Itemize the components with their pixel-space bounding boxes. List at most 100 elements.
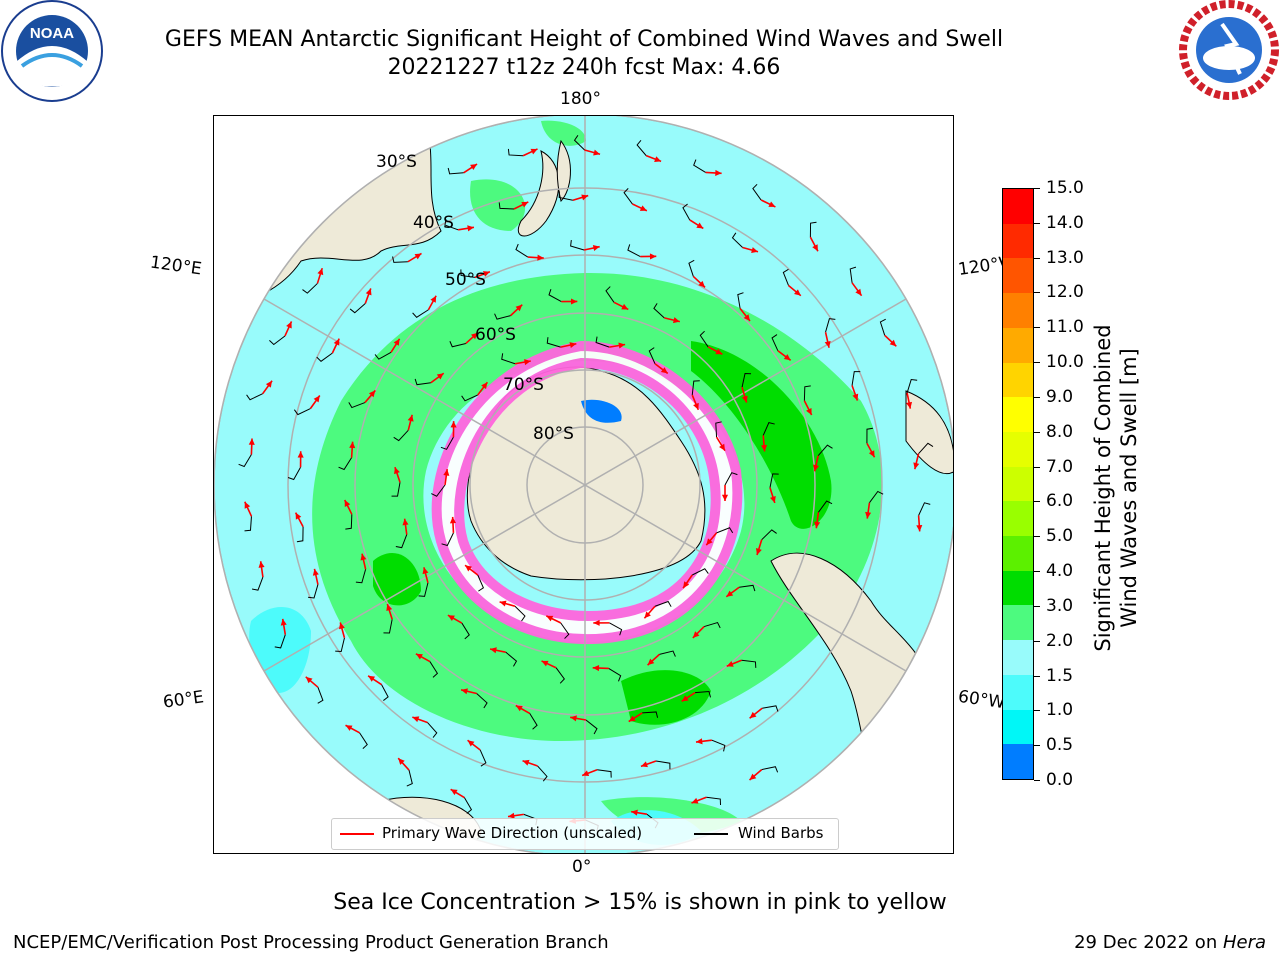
wind-barb: [463, 797, 473, 814]
wind-barb: [558, 191, 573, 201]
lat-label-40s: 40°S: [413, 213, 454, 233]
wind-barb: [692, 568, 709, 576]
wave-direction-arrowhead: [499, 600, 507, 607]
wave-direction-arrowhead: [368, 675, 376, 682]
wave-direction-arrowhead: [906, 401, 913, 409]
wind-barb: [851, 371, 861, 386]
colorbar-cell: [1003, 189, 1033, 224]
wave-direction-arrowhead: [649, 253, 657, 260]
wave-direction-arrowhead: [286, 321, 292, 329]
wave-direction-arrowhead: [443, 469, 450, 476]
wave-direction-arrowhead: [889, 339, 897, 347]
wave-direction-arrowhead: [806, 408, 812, 416]
legend-barb-label: Wind Barbs: [738, 824, 824, 842]
colorbar-cell: [1003, 397, 1033, 432]
colorbar-tick-mark: [1034, 466, 1040, 468]
colorbar-title: Significant Height of Combined Wind Wave…: [1090, 188, 1142, 788]
wave-direction-arrowhead: [244, 501, 251, 509]
wind-barb: [449, 341, 466, 348]
colorbar-tick-label: 11.0: [1046, 317, 1084, 338]
wind-barb: [477, 574, 485, 592]
wind-barb: [406, 769, 413, 787]
wave-direction-arrowhead: [726, 661, 734, 667]
wind-barb: [609, 622, 623, 636]
wave-direction-arrowhead: [749, 773, 757, 781]
wind-barb: [918, 502, 931, 516]
wave-direction-arrowhead: [280, 618, 287, 626]
wave-direction-arrowhead: [412, 716, 420, 723]
wave-direction-arrowhead: [258, 561, 265, 568]
colorbar-tick-label: 10.0: [1046, 352, 1084, 373]
wind-barb: [711, 739, 726, 752]
wave-direction-arrowhead: [333, 338, 340, 346]
wind-barb: [348, 402, 366, 409]
wind-barb: [338, 457, 353, 471]
wind-barb: [866, 427, 873, 444]
map-panel: Primary Wave Direction (unscaled) Wind B…: [213, 115, 954, 854]
wave-direction-arrowhead: [813, 464, 820, 472]
wind-barb: [648, 347, 656, 364]
wind-barb: [659, 650, 676, 657]
colorbar-tick-mark: [1034, 536, 1040, 538]
colorbar-tick-label: 14.0: [1046, 212, 1084, 233]
wave-direction-arrowhead: [812, 244, 818, 252]
wave-direction-arrowhead: [715, 348, 723, 355]
wave-direction-arrowhead: [522, 759, 530, 766]
wave-direction-arrowhead: [248, 438, 255, 445]
wind-barb: [392, 256, 408, 263]
wave-direction-arrowhead: [368, 390, 376, 398]
wind-barb: [597, 769, 612, 778]
wind-barb: [546, 337, 561, 348]
wind-barb: [269, 335, 286, 346]
wave-direction-arrowhead: [461, 688, 468, 695]
wind-barb: [444, 219, 459, 231]
wind-barb: [769, 473, 779, 488]
wind-barb: [494, 313, 511, 320]
colorbar-cell: [1003, 674, 1033, 710]
colorbar-cell: [1003, 362, 1033, 398]
colorbar-tick-label: 7.0: [1046, 456, 1074, 477]
wave-direction-arrowhead: [312, 568, 319, 576]
wind-barb: [308, 584, 319, 599]
low-wave-patch: [581, 399, 622, 423]
wave-direction-arrowhead: [407, 414, 414, 422]
wind-barb: [441, 532, 454, 547]
colorbar-tick-label: 0.5: [1046, 735, 1074, 756]
wave-direction-arrowhead: [865, 511, 872, 519]
wind-barb: [335, 637, 345, 652]
wave-direction-arrowhead: [524, 359, 531, 366]
wave-direction-arrowhead: [521, 201, 529, 208]
wave-direction-arrowhead: [422, 567, 429, 575]
wind-barb: [803, 385, 811, 401]
wind-barb: [251, 576, 264, 591]
wave-direction-arrowhead: [305, 676, 313, 684]
noaa-logo: NOAA: [0, 0, 104, 102]
wind-barb: [560, 622, 570, 639]
wind-barb: [244, 516, 252, 532]
wind-barb: [440, 436, 454, 450]
wind-barb: [608, 668, 622, 682]
wind-barb: [737, 292, 744, 309]
wind-barb: [507, 148, 524, 157]
wind-barb: [715, 421, 722, 438]
wind-barb: [691, 380, 700, 396]
wave-direction-arrowhead: [450, 789, 458, 796]
sea-ice-caption: Sea Ice Concentration > 15% is shown in …: [333, 890, 947, 915]
wave-direction-arrowhead: [541, 660, 549, 667]
wave-direction-arrowhead: [683, 581, 690, 589]
colorbar-tick-mark: [1034, 571, 1040, 573]
wind-barb: [653, 303, 665, 319]
wave-direction-arrowhead: [465, 565, 472, 572]
wave-direction-arrowhead: [393, 338, 400, 346]
wind-barb: [414, 378, 431, 386]
wind-barb: [695, 691, 711, 698]
wave-direction-arrowhead: [414, 253, 422, 260]
wave-direction-arrowhead: [581, 194, 589, 201]
legend-barb-swatch: [694, 833, 728, 835]
wave-direction-arrowhead: [394, 467, 400, 475]
wind-barb: [762, 422, 775, 436]
wind-barb: [548, 289, 562, 302]
wave-direction-arrowhead: [794, 289, 801, 296]
wind-barb: [514, 605, 526, 622]
colorbar-tick-mark: [1034, 710, 1040, 712]
